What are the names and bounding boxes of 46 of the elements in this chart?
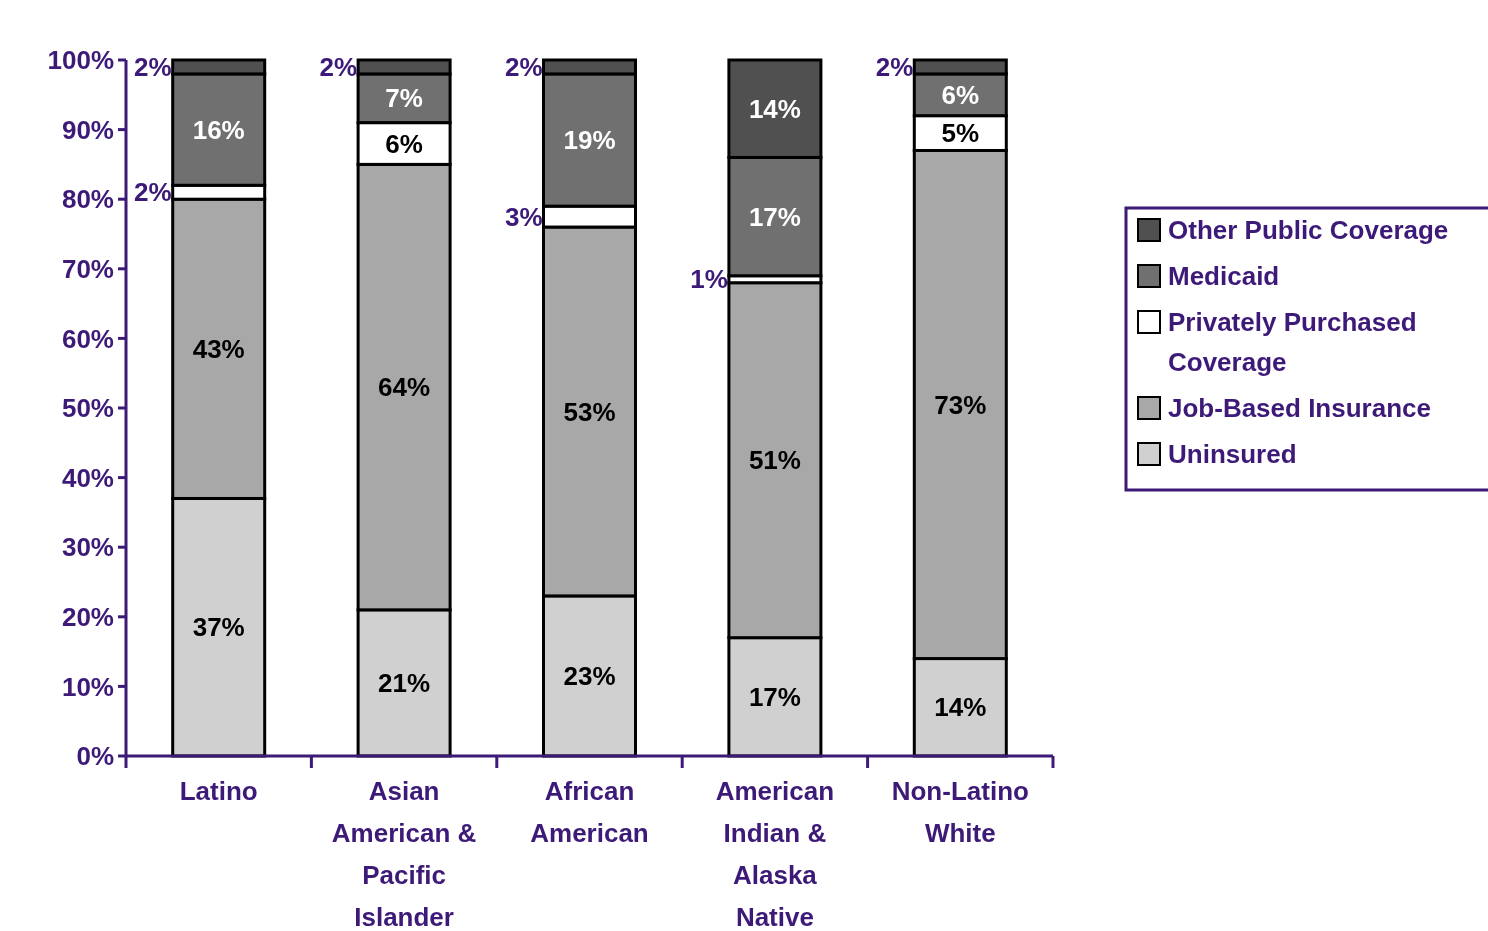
- data-label: 51%: [748, 445, 801, 476]
- data-label: 64%: [378, 372, 431, 403]
- y-tick-label: 50%: [61, 393, 114, 424]
- data-label: 23%: [563, 661, 616, 692]
- x-tick-label: Latino: [179, 776, 258, 806]
- data-label: 2%: [504, 52, 543, 83]
- data-label: 19%: [563, 125, 616, 156]
- data-label: 3%: [504, 201, 543, 232]
- legend-label: Job-Based Insurance: [1168, 393, 1431, 424]
- data-label: 2%: [875, 52, 914, 83]
- y-tick-label: 30%: [61, 532, 114, 563]
- data-label: 2%: [319, 52, 358, 83]
- legend-label: Privately Purchased Coverage: [1168, 307, 1417, 378]
- data-label: 6%: [941, 79, 980, 110]
- data-label: 21%: [378, 668, 431, 699]
- legend-label: Uninsured: [1168, 439, 1297, 470]
- y-tick-label: 100%: [47, 45, 114, 76]
- data-label: 16%: [192, 114, 245, 145]
- y-tick-label: 40%: [61, 462, 114, 493]
- data-label: 43%: [192, 333, 245, 364]
- data-label: 2%: [134, 177, 172, 208]
- y-tick-label: 70%: [61, 253, 114, 284]
- y-tick-label: 10%: [61, 671, 114, 702]
- y-tick-label: 80%: [61, 184, 114, 215]
- x-tick-label: Non-Latino White: [891, 776, 1029, 848]
- data-label: 14%: [934, 692, 987, 723]
- x-tick-label: African American: [530, 776, 649, 848]
- data-label: 1%: [690, 264, 728, 295]
- data-label: 37%: [192, 612, 245, 643]
- x-tick-label: American Indian & Alaska Native: [715, 776, 835, 931]
- legend-label: Other Public Coverage: [1168, 215, 1449, 246]
- y-tick-label: 20%: [61, 601, 114, 632]
- data-label: 5%: [941, 118, 980, 149]
- y-tick-label: 60%: [61, 323, 114, 354]
- data-label: 14%: [748, 93, 801, 124]
- data-label: 17%: [748, 201, 801, 232]
- data-label: 73%: [934, 389, 987, 420]
- data-label: 2%: [134, 52, 172, 83]
- data-label: 53%: [563, 396, 616, 427]
- y-tick-label: 90%: [61, 114, 114, 145]
- data-label: 6%: [385, 128, 423, 159]
- legend-label: Medicaid: [1168, 261, 1280, 292]
- x-tick-label: Asian American & Pacific Islander: [331, 776, 477, 931]
- data-label: 7%: [385, 83, 423, 114]
- data-label: 17%: [748, 681, 801, 712]
- y-tick-label: 0%: [76, 741, 114, 772]
